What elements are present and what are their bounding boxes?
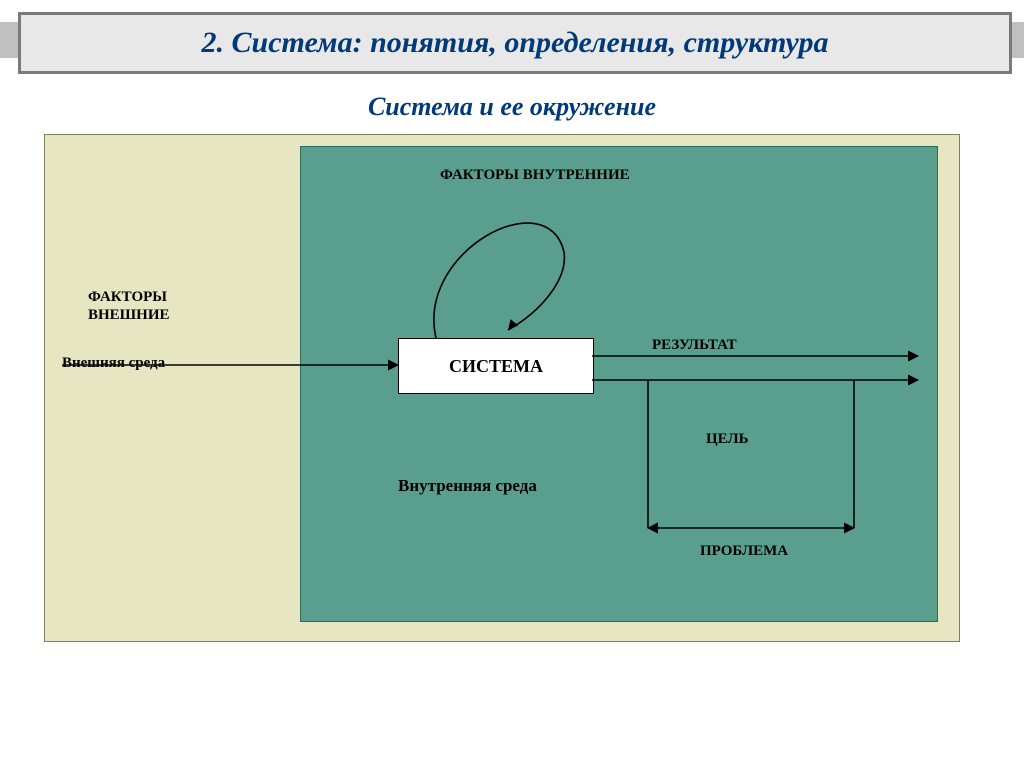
label-factors-external-2: ВНЕШНИЕ [88, 306, 170, 324]
label-result: РЕЗУЛЬТАТ [652, 336, 737, 354]
system-box: СИСТЕМА [398, 338, 594, 394]
slide-title: 2. Система: понятия, определения, структ… [202, 26, 829, 60]
title-box: 2. Система: понятия, определения, структ… [18, 12, 1012, 74]
system-label: СИСТЕМА [449, 356, 543, 377]
label-factors-internal: ФАКТОРЫ ВНУТРЕННИЕ [440, 166, 630, 184]
label-goal: ЦЕЛЬ [706, 430, 749, 448]
label-internal-env: Внутренняя среда [398, 476, 537, 496]
label-external-env: Внешняя среда [62, 354, 165, 372]
label-factors-external-1: ФАКТОРЫ [88, 288, 167, 306]
subtitle: Система и ее окружение [0, 92, 1024, 122]
label-problem: ПРОБЛЕМА [700, 542, 788, 560]
inner-environment-box [300, 146, 938, 622]
slide: 2. Система: понятия, определения, структ… [0, 0, 1024, 768]
